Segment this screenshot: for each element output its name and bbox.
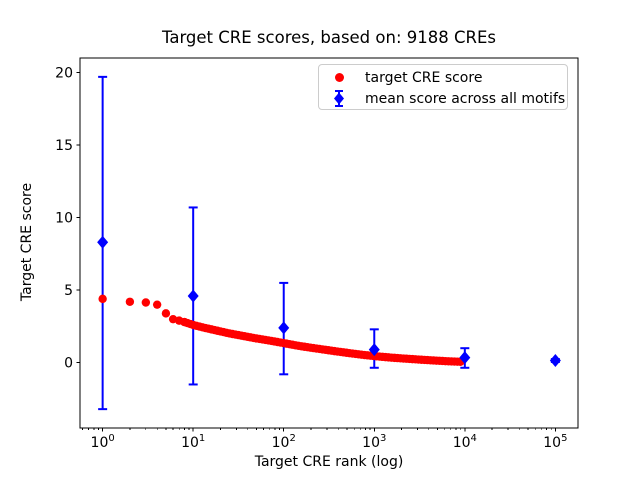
svg-text:105: 105 [543,433,567,451]
red-circle-marker-icon [334,73,344,82]
y-axis-label: Target CRE score [19,182,35,302]
svg-text:10: 10 [55,211,73,227]
series-mean-score-markers [97,235,561,368]
legend-entry-mean-score: mean score across all motifs [319,88,567,109]
svg-text:104: 104 [453,433,477,451]
legend-label-mean-score: mean score across all motifs [365,90,566,107]
x-axis-label: Target CRE rank (log) [254,454,404,470]
axes-frame [79,57,579,429]
error-bars-mean-score [98,75,560,411]
svg-text:0: 0 [64,356,73,372]
legend-marker-cell [319,88,359,109]
svg-text:20: 20 [55,66,73,82]
x-axis-ticks: 100 101 102 103 104 105 [82,428,567,451]
blue-diamond-errorbar-marker-icon [334,90,344,107]
svg-text:101: 101 [181,433,205,451]
svg-text:5: 5 [64,283,73,299]
series-target-cre-score [98,294,465,366]
legend-marker-cell [319,73,359,82]
y-axis-ticks: 0 5 10 15 20 [55,66,80,372]
svg-text:102: 102 [272,433,296,451]
legend: target CRE score mean score across all m… [318,64,568,110]
legend-label-target-cre-score: target CRE score [365,69,483,86]
svg-text:100: 100 [91,433,115,451]
svg-text:103: 103 [362,433,386,451]
chart-title: Target CRE scores, based on: 9188 CREs [161,28,497,47]
legend-entry-target-cre-score: target CRE score [319,67,567,88]
svg-text:15: 15 [55,138,73,154]
